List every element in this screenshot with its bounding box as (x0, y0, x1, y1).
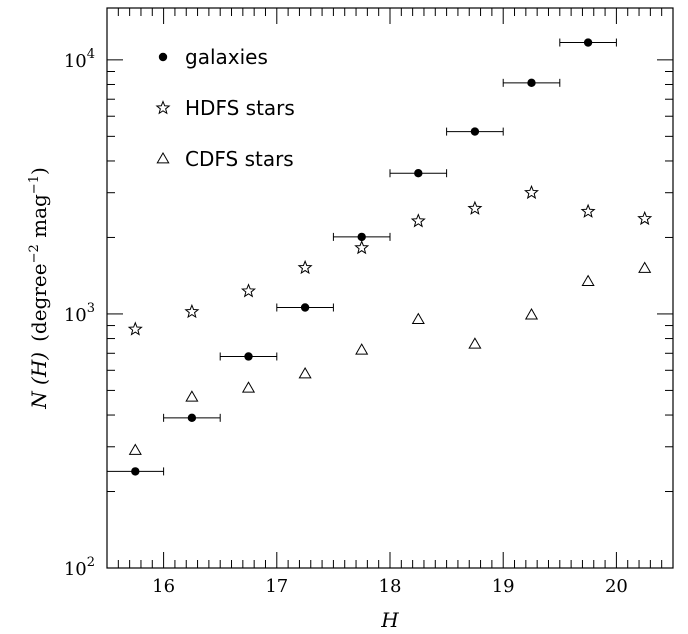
hdfs-stars-point (524, 184, 539, 200)
legend-label-hdfs-stars: HDFS stars (185, 96, 295, 120)
data-marks (106, 38, 653, 476)
svg-text:N (H)(degree−2 mag−1): N (H) (degree−2 mag−1) (27, 167, 51, 410)
legend-marker-cdfs-stars (156, 151, 170, 164)
y-tick-label: 102 (64, 555, 95, 580)
y-tick-label: 103 (64, 301, 95, 326)
cdfs-stars-point (524, 308, 539, 320)
cdfs-stars-point (638, 261, 652, 273)
hdfs-stars-point (241, 283, 256, 298)
axis-ticks (106, 8, 674, 569)
legend-marker-hdfs-stars (155, 100, 171, 115)
y-axis-label-units: (degree (27, 263, 51, 341)
x-tick-label: 16 (152, 576, 175, 597)
cdfs-stars-point (468, 337, 482, 349)
hdfs-stars-point (637, 210, 653, 226)
galaxies-point (244, 352, 253, 361)
legend-label-galaxies: galaxies (185, 45, 268, 69)
hdfs-stars-point (580, 203, 596, 218)
x-tick-label: 18 (379, 576, 402, 597)
cdfs-stars-point (411, 312, 425, 324)
galaxies-point (131, 467, 140, 476)
galaxies-point (470, 127, 480, 136)
y-axis-label-mid: mag (27, 194, 51, 244)
y-tick-label: 104 (64, 47, 95, 72)
galaxies-point (300, 303, 310, 312)
galaxies-point (583, 38, 593, 47)
y-axis-label-exp1: −2 (27, 244, 42, 263)
hdfs-stars-point (184, 303, 200, 319)
cdfs-stars-point (298, 367, 312, 379)
cdfs-stars-point (128, 443, 142, 455)
cdfs-stars-point (355, 343, 369, 355)
y-axis-label: N (H) (degree−2 mag−1) (27, 167, 51, 410)
x-tick-label: 20 (605, 576, 628, 597)
hdfs-stars-point (354, 239, 370, 255)
x-axis-label: H (380, 608, 399, 632)
cdfs-stars-point (581, 274, 595, 287)
plot-frame (106, 7, 674, 569)
x-tick-label: 17 (265, 576, 288, 597)
tick-labels: 16 17 18 19 20 102 103 104 (64, 47, 628, 597)
y-axis-label-main: N (H) (27, 352, 51, 410)
legend-marker-galaxies (158, 52, 168, 62)
galaxies-point (357, 232, 366, 242)
legend: galaxies HDFS stars CDFS stars (155, 45, 295, 171)
y-axis-label-exp2: −1 (27, 175, 42, 194)
hdfs-stars-point (127, 321, 143, 336)
cdfs-stars-point (185, 390, 199, 402)
hdfs-stars-point (410, 213, 426, 228)
y-axis-label-end: ) (27, 167, 51, 175)
galaxies-point (414, 169, 423, 178)
x-tick-label: 19 (492, 576, 515, 597)
galaxies-point (527, 78, 536, 88)
legend-label-cdfs-stars: CDFS stars (185, 147, 294, 171)
hdfs-stars-point (297, 259, 313, 275)
hdfs-stars-point (467, 200, 483, 215)
galaxies-point (187, 413, 197, 423)
cdfs-stars-point (241, 381, 256, 393)
